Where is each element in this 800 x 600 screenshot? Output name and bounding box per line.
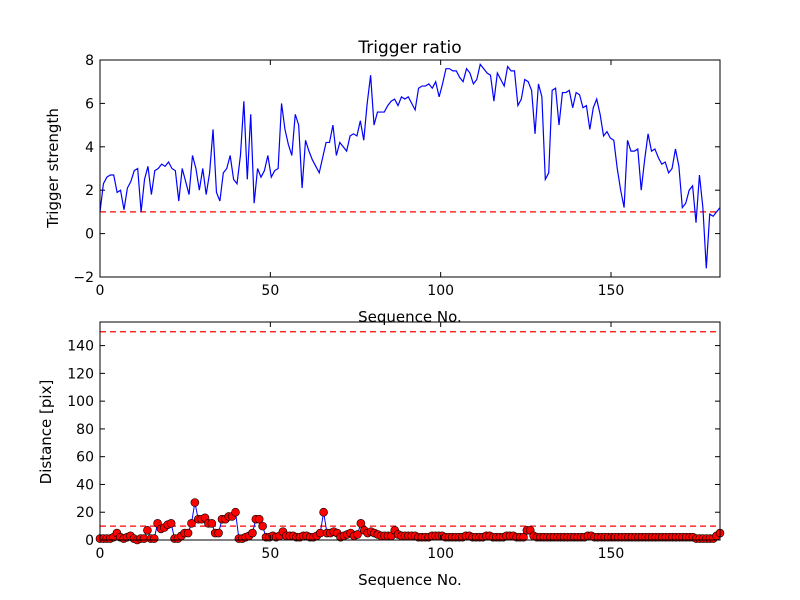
distance-point	[143, 525, 152, 535]
y-tick-label: 4	[85, 140, 94, 156]
y-tick-label: 0	[85, 227, 94, 243]
chart-title: Trigger ratio	[357, 38, 461, 58]
x-axis-label: Sequence No.	[358, 308, 462, 326]
distance-point	[356, 519, 366, 528]
distance-point	[190, 498, 200, 507]
y-tick-label: 40	[76, 477, 94, 493]
y-tick-label: 140	[67, 339, 94, 355]
x-tick-label: 100	[427, 546, 454, 562]
x-tick-label: 50	[261, 283, 279, 299]
distance-point	[519, 532, 528, 542]
top-plot-frame	[99, 59, 721, 278]
distance-point	[258, 521, 267, 531]
distance-point	[207, 519, 217, 528]
y-tick-label: 100	[67, 394, 94, 410]
bottom-plot-frame	[99, 321, 721, 541]
y-tick-label: 2	[85, 183, 94, 199]
y-axis-label: Distance [pix]	[37, 380, 55, 485]
distance-point	[183, 528, 193, 538]
y-tick-label: 80	[76, 422, 94, 438]
trigger-strength-series	[99, 62, 721, 269]
y-tick-label: 8	[85, 53, 94, 69]
x-tick-label: 100	[427, 283, 454, 299]
x-tick-label: 150	[598, 283, 625, 299]
y-tick-label: 6	[85, 96, 94, 112]
x-tick-label: 50	[261, 546, 279, 562]
distance-point	[353, 530, 362, 539]
y-tick-label: 0	[85, 533, 94, 549]
y-axis-label: Trigger strength	[44, 108, 62, 229]
distance-point	[254, 514, 264, 524]
y-tick-label: 120	[67, 366, 94, 382]
distance-point	[231, 507, 240, 517]
distance-point	[166, 519, 176, 528]
y-tick-label: −2	[73, 270, 94, 286]
distance-point	[248, 528, 257, 538]
x-tick-label: 0	[96, 546, 105, 562]
distance-chart: 0 50 100 150 0 20 40 60 80 100 120 140 Sequence No…	[37, 321, 725, 589]
x-axis-label: Sequence No.	[358, 571, 462, 589]
y-tick-label: 60	[76, 450, 94, 466]
y-tick-label: 20	[76, 505, 94, 521]
x-tick-label: 150	[598, 546, 625, 562]
distance-point	[319, 507, 328, 517]
distance-point	[214, 528, 223, 538]
x-tick-label: 0	[96, 283, 105, 299]
distance-point	[187, 519, 196, 528]
distance-point	[149, 534, 159, 543]
